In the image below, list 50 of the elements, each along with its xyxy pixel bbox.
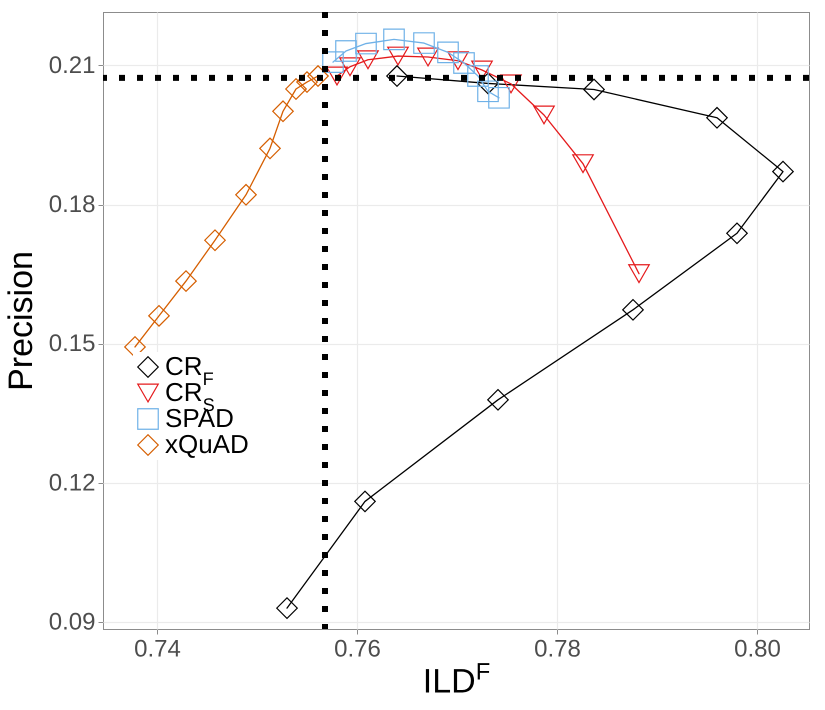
point (583, 78, 605, 100)
point (296, 71, 318, 93)
y-tick-label: 0.18 (48, 191, 96, 218)
point (477, 80, 499, 102)
point (326, 66, 348, 86)
point (307, 65, 329, 87)
point (175, 270, 197, 292)
point (339, 57, 361, 76)
point (204, 229, 226, 252)
x-axis-title: ILD$^{F}$ (422, 658, 490, 700)
legend-label: xQuAD (165, 429, 249, 459)
point (477, 72, 499, 94)
point (413, 32, 435, 54)
point (447, 51, 469, 70)
point (383, 28, 405, 50)
point (533, 106, 555, 124)
point (357, 50, 379, 70)
x-tick-label: 0.76 (334, 636, 381, 662)
point (387, 46, 409, 66)
point (488, 86, 510, 109)
y-axis-title: Precision (2, 251, 40, 391)
point (386, 65, 408, 87)
point (235, 184, 257, 206)
point (285, 78, 307, 100)
point (148, 305, 170, 327)
point (622, 298, 644, 321)
point (628, 264, 650, 284)
point (355, 32, 377, 54)
point (259, 138, 281, 160)
y-tick-label: 0.12 (48, 469, 96, 496)
point (772, 160, 794, 182)
point (417, 48, 439, 66)
y-tick-label: 0.21 (48, 52, 96, 79)
point (467, 65, 489, 87)
point (335, 40, 357, 62)
point (276, 597, 298, 619)
y-tick-label: 0.09 (48, 608, 96, 636)
x-tick-label: 0.74 (134, 636, 181, 662)
point (453, 52, 475, 74)
point (354, 490, 376, 512)
x-tick-label: 0.78 (534, 636, 581, 662)
x-tick-label: 0.80 (734, 636, 781, 662)
point (572, 154, 594, 174)
point (437, 42, 459, 64)
point (272, 100, 294, 122)
point (706, 106, 728, 129)
point (500, 74, 522, 94)
point (726, 222, 748, 244)
point (487, 388, 509, 411)
y-tick-label: 0.15 (48, 330, 96, 358)
